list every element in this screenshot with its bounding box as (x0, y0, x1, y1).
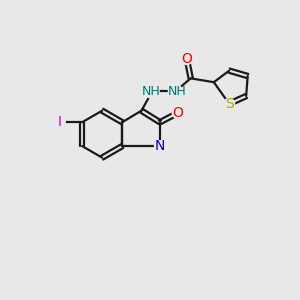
Text: I: I (58, 115, 62, 129)
Text: O: O (182, 52, 192, 66)
Circle shape (182, 54, 192, 64)
Circle shape (54, 117, 65, 128)
Text: N: N (155, 139, 165, 153)
Circle shape (145, 85, 159, 98)
Circle shape (154, 141, 165, 152)
Circle shape (172, 108, 183, 118)
Text: NH: NH (167, 85, 186, 98)
Text: NH: NH (141, 85, 160, 98)
Text: O: O (172, 106, 183, 120)
Circle shape (168, 85, 182, 98)
Circle shape (224, 98, 235, 109)
Text: S: S (225, 97, 234, 111)
